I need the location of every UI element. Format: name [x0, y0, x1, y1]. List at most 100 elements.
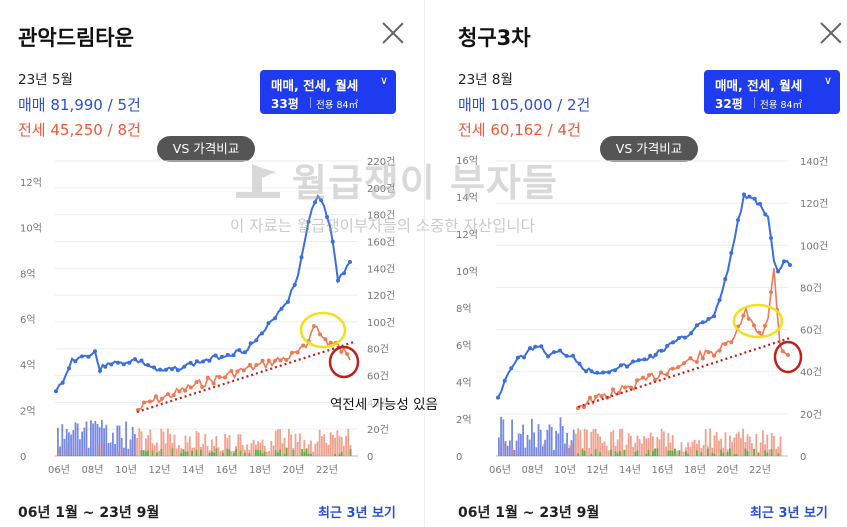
volume-bar-monthly: [687, 453, 689, 456]
volume-bar: [698, 440, 700, 456]
data-point: [313, 200, 317, 205]
volume-bar-monthly: [647, 449, 650, 456]
trade-filter-button[interactable]: 매매, 전세, 월세 ∨ 32평 전용 84㎡: [704, 70, 840, 114]
data-point: [205, 375, 210, 380]
data-point: [54, 389, 58, 394]
volume-bar-monthly: [654, 448, 656, 456]
panel-divider: [424, 0, 425, 527]
close-icon[interactable]: [818, 20, 844, 46]
volume-bar: [528, 439, 531, 456]
close-icon[interactable]: [380, 20, 406, 46]
data-point: [225, 352, 230, 357]
volume-bar-monthly: [244, 452, 246, 456]
volume-bar: [215, 436, 218, 456]
x-axis-tick: 08년: [522, 464, 544, 476]
volume-bar: [722, 447, 725, 456]
filter-size-label: 32평: [715, 97, 743, 111]
volume-bar: [671, 435, 674, 456]
volume-bar: [68, 432, 70, 456]
data-point: [194, 380, 199, 385]
vs-compare-button[interactable]: VS 가격비교: [157, 136, 255, 162]
recent-3y-link[interactable]: 최근 3년 보기: [750, 506, 828, 521]
x-axis-tick: 20년: [283, 464, 305, 476]
volume-bar-monthly: [667, 450, 670, 456]
volume-bar: [103, 428, 105, 456]
volume-bar: [542, 443, 545, 456]
volume-bar: [616, 439, 619, 456]
volume-bar-monthly: [142, 450, 145, 456]
volume-bar-monthly: [274, 450, 277, 456]
highlight-circle-red: [773, 340, 803, 374]
volume-bar-monthly: [171, 448, 174, 456]
volume-bar: [592, 429, 595, 456]
data-point: [152, 365, 156, 370]
volume-bar-monthly: [669, 450, 672, 456]
volume-bar: [724, 432, 727, 456]
data-point: [211, 381, 216, 386]
filter-type-label: 매매, 전세, 월세: [271, 78, 359, 93]
data-point: [177, 389, 182, 394]
volume-bar: [226, 437, 229, 456]
volume-bar: [125, 421, 127, 456]
data-point: [676, 365, 681, 369]
data-point: [769, 290, 773, 295]
volume-bar: [586, 429, 588, 456]
volume-bar: [546, 429, 549, 456]
y-axis-right-tick: 140건: [800, 156, 828, 168]
data-point: [736, 218, 740, 222]
y-axis-left-tick: 16억: [456, 155, 478, 167]
volume-bar-monthly: [722, 452, 725, 456]
trade-filter-button[interactable]: 매매, 전세, 월세 ∨ 33평 전용 84㎡: [260, 70, 396, 114]
volume-bar: [288, 428, 290, 456]
recent-3y-link[interactable]: 최근 3년 보기: [318, 506, 396, 521]
volume-bar: [566, 432, 568, 456]
volume-bar: [250, 443, 253, 456]
volume-bar: [680, 442, 683, 456]
volume-bar: [202, 443, 204, 456]
volume-bar: [542, 446, 544, 456]
volume-bar-monthly: [340, 451, 343, 456]
volume-bar: [766, 434, 769, 456]
data-point: [700, 320, 705, 325]
volume-bar-monthly: [581, 449, 584, 456]
volume-bar: [605, 445, 608, 456]
volume-bar: [140, 431, 143, 456]
data-point: [171, 393, 176, 398]
volume-bar: [567, 444, 569, 456]
data-point: [272, 358, 277, 363]
volume-bar: [691, 441, 694, 456]
volume-bar: [562, 451, 565, 456]
vs-compare-button[interactable]: VS 가격비교: [600, 136, 698, 162]
volume-bar-monthly: [228, 449, 231, 456]
data-point: [516, 355, 520, 360]
data-point: [677, 336, 681, 340]
x-axis-tick: 08년: [82, 464, 104, 476]
x-axis-tick: 12년: [149, 464, 171, 476]
volume-bar: [121, 448, 124, 456]
data-point: [139, 358, 144, 363]
volume-bar: [279, 429, 281, 456]
volume-bar-monthly: [338, 453, 341, 456]
data-point: [625, 364, 629, 369]
y-axis-left-tick: 6억: [20, 314, 36, 326]
data-point: [631, 359, 635, 364]
data-point: [235, 369, 240, 374]
data-point: [146, 363, 150, 367]
volume-bar: [603, 441, 606, 456]
volume-bar: [167, 428, 169, 456]
volume-bar: [731, 442, 733, 456]
data-point: [683, 335, 687, 340]
data-point: [509, 366, 514, 371]
volume-bar: [294, 433, 297, 456]
volume-bar-monthly: [301, 448, 303, 456]
y-axis-left-tick: 14억: [456, 192, 478, 204]
volume-bar: [571, 443, 573, 456]
volume-bar: [237, 434, 240, 456]
data-point: [325, 215, 329, 219]
data-point: [595, 370, 600, 375]
volume-bar: [577, 428, 579, 456]
volume-bar-monthly: [349, 449, 352, 456]
volume-bar: [614, 445, 617, 456]
data-point: [295, 350, 300, 355]
data-point: [747, 194, 752, 199]
